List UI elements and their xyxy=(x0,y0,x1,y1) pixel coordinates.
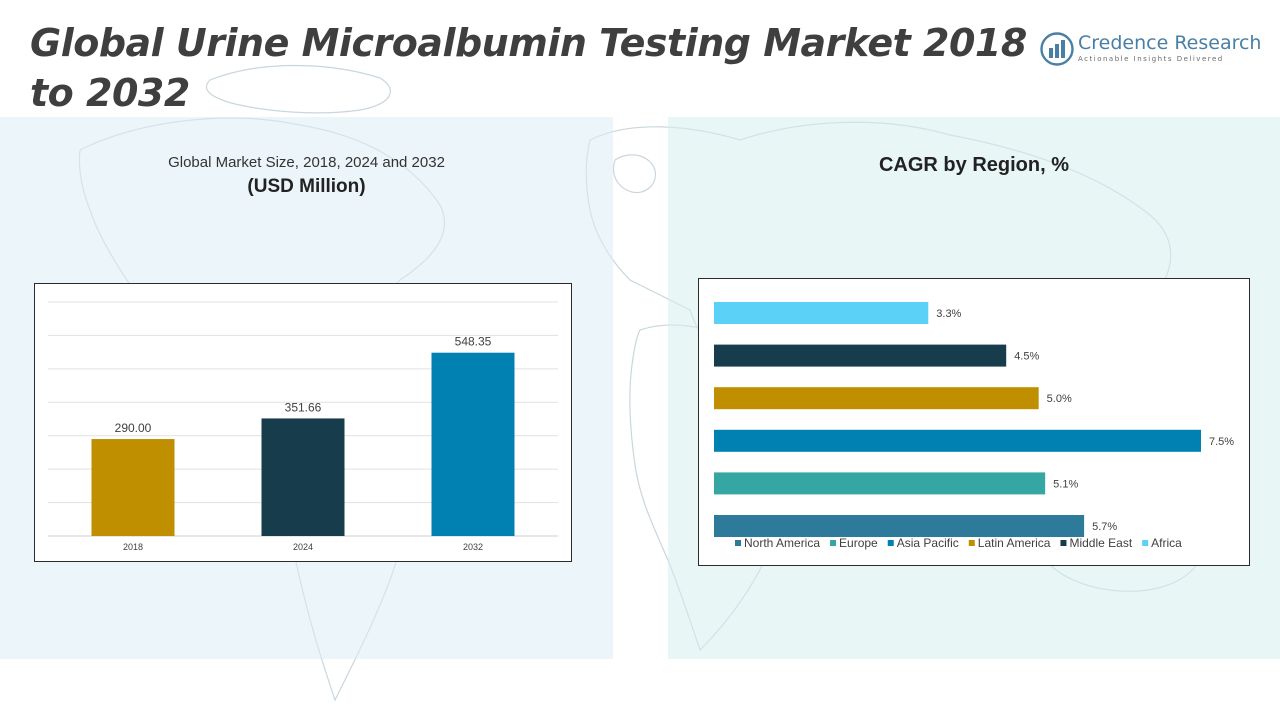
x-tick-2024: 2024 xyxy=(293,542,313,552)
brand-logo: Credence Research Actionable Insights De… xyxy=(1040,30,1261,70)
data-label-2024: 351.66 xyxy=(285,400,322,414)
legend-swatch-latin-america xyxy=(968,540,975,546)
market-size-chart-frame: 290.00 2018 351.66 2024 548.35 2032 xyxy=(34,283,572,562)
x-tick-2018: 2018 xyxy=(123,542,143,552)
bar-2018 xyxy=(91,439,175,536)
bar-2032 xyxy=(431,352,515,536)
legend-swatch-middle-east xyxy=(1060,540,1067,546)
cagr-bar-chart: 5.7% 5.1% 7.5% 5.0% 4.5% 3.3% North America Eur… xyxy=(714,302,1234,550)
legend-swatch-africa xyxy=(1142,540,1149,546)
legend-swatch-europe xyxy=(830,540,837,546)
x-tick-2032: 2032 xyxy=(463,542,483,552)
cagr-chart-frame: 5.7% 5.1% 7.5% 5.0% 4.5% 3.3% North America Eur… xyxy=(698,278,1250,566)
legend: North America Europe Asia Pacific Latin Ame… xyxy=(735,536,1182,550)
data-label-middle-east: 4.5% xyxy=(1014,351,1039,363)
data-label-asia-pacific: 7.5% xyxy=(1209,436,1234,448)
bar-2024 xyxy=(261,418,345,536)
legend-label-middle-east: Middle East xyxy=(1069,536,1132,550)
data-label-africa: 3.3% xyxy=(936,308,961,320)
bar-chart-logo-icon xyxy=(1040,32,1074,66)
data-label-2018: 290.00 xyxy=(115,421,152,435)
legend-swatch-north-america xyxy=(735,540,741,546)
cagr-title: CAGR by Region, % xyxy=(878,154,1069,176)
legend-label-latin-america: Latin America xyxy=(978,536,1051,550)
legend-label-europe: Europe xyxy=(839,536,878,550)
bar-latin-america xyxy=(714,387,1039,410)
data-label-north-america: 5.7% xyxy=(1092,521,1117,533)
legend-label-asia-pacific: Asia Pacific xyxy=(897,536,959,550)
market-size-subtitle: Global Market Size, 2018, 2024 and 2032 xyxy=(168,154,445,171)
market-size-unit: (USD Million) xyxy=(247,176,366,197)
legend-label-north-america: North America xyxy=(744,536,820,550)
bar-europe xyxy=(714,472,1046,495)
bar-north-america xyxy=(714,515,1085,537)
data-label-2032: 548.35 xyxy=(455,335,492,349)
bar-asia-pacific xyxy=(714,429,1201,452)
legend-label-africa: Africa xyxy=(1151,536,1182,550)
data-label-europe: 5.1% xyxy=(1053,478,1078,490)
bar-middle-east xyxy=(714,344,1007,367)
market-size-bar-chart: 290.00 2018 351.66 2024 548.35 2032 xyxy=(48,301,558,552)
brand-tagline: Actionable Insights Delivered xyxy=(1078,55,1224,63)
page-title: Global Urine Microalbumin Testing Market… xyxy=(30,21,1027,115)
legend-swatch-asia-pacific xyxy=(887,540,894,546)
brand-name: Credence Research xyxy=(1078,32,1262,54)
data-label-latin-america: 5.0% xyxy=(1047,393,1072,405)
bar-africa xyxy=(714,302,929,324)
